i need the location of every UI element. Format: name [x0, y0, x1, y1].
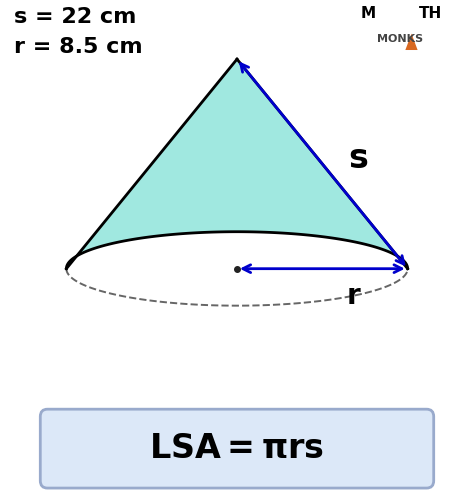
- Polygon shape: [66, 59, 408, 269]
- Text: r = 8.5 cm: r = 8.5 cm: [14, 37, 143, 57]
- Text: $\mathbf{LSA = \pi rs}$: $\mathbf{LSA = \pi rs}$: [149, 432, 325, 465]
- Text: s: s: [348, 142, 368, 176]
- FancyBboxPatch shape: [40, 409, 434, 488]
- Text: s = 22 cm: s = 22 cm: [14, 7, 137, 27]
- Text: r: r: [346, 282, 360, 310]
